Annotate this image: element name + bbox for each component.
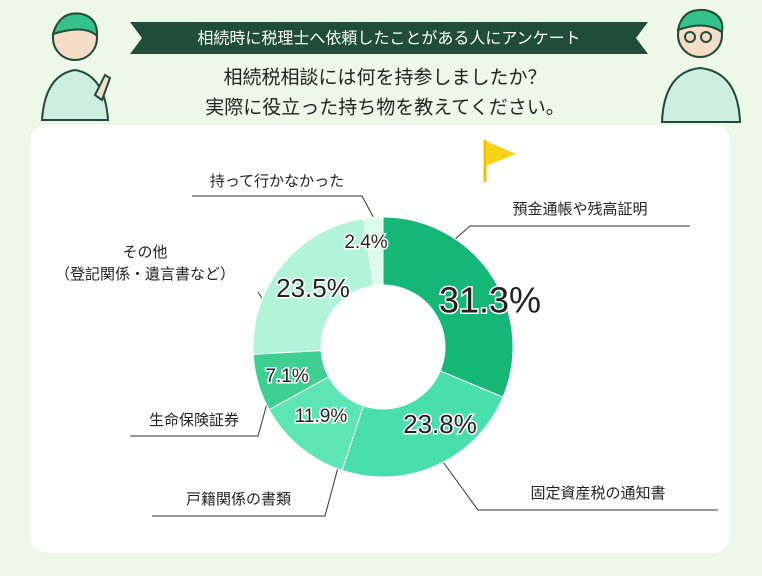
card [30,125,730,553]
leaders [130,195,718,517]
slice [382,216,514,398]
title-line: 相続税相談には何を持参しましたか？ [223,67,546,89]
flag [483,140,516,182]
value-label: 23.5% [276,273,350,303]
slice [252,217,375,355]
banner-bg [130,22,648,54]
value-label: 23.8% [403,409,477,439]
slice [341,370,504,478]
value-label: 31.3% [439,280,541,321]
value-label: 11.9% [295,406,348,427]
slice [362,216,384,287]
title-line: 実際に役立った持ち物を教えてください。 [205,97,564,119]
banner: 相続時に税理士へ依頼したことがある人にアンケート [197,29,580,48]
category-label: 持って行かなかった [209,172,345,190]
person-left [40,12,112,121]
category-label: 生命保険証券 [148,411,239,429]
category-label: 戸籍関係の書類 [185,490,291,508]
category-label: 固定資産税の通知書 [530,484,666,502]
category-label: その他 （登記関係・遺言書など） [54,243,235,283]
value-label: 7.1% [265,366,308,387]
person-right [660,8,742,123]
category-label: 預金通帳や残高証明 [512,200,648,218]
value-label: 2.4% [344,232,387,253]
